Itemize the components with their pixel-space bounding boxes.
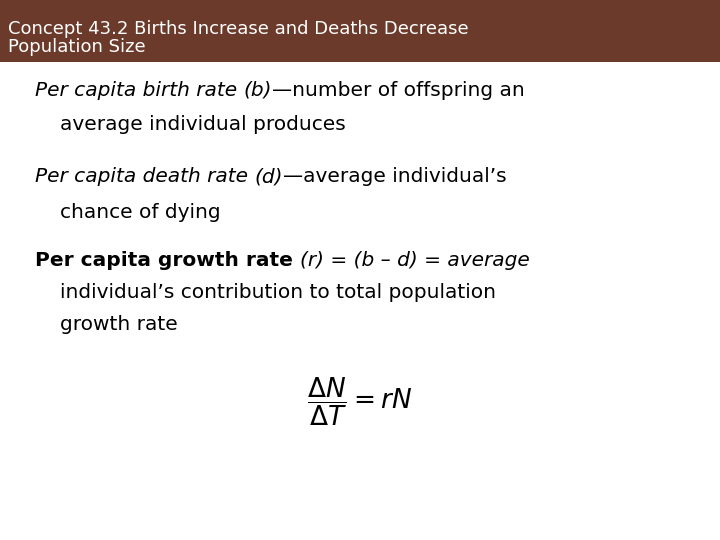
Text: —number of offspring an: —number of offspring an: [272, 80, 525, 99]
Text: chance of dying: chance of dying: [60, 202, 220, 221]
Text: individual’s contribution to total population: individual’s contribution to total popul…: [60, 282, 496, 301]
Text: Per capita growth rate: Per capita growth rate: [35, 251, 300, 269]
Text: average individual produces: average individual produces: [60, 116, 346, 134]
Text: $\dfrac{\Delta N}{\Delta T} = rN$: $\dfrac{\Delta N}{\Delta T} = rN$: [307, 376, 413, 428]
Text: Per capita birth rate: Per capita birth rate: [35, 80, 243, 99]
Text: (d): (d): [254, 167, 283, 186]
Text: (r) = (b – d) = average: (r) = (b – d) = average: [300, 251, 530, 269]
Text: growth rate: growth rate: [60, 314, 178, 334]
Text: (b): (b): [243, 80, 272, 99]
Text: —average individual’s: —average individual’s: [283, 167, 506, 186]
Text: Concept 43.2 Births Increase and Deaths Decrease: Concept 43.2 Births Increase and Deaths …: [8, 20, 469, 38]
Text: Population Size: Population Size: [8, 38, 145, 56]
Text: Per capita death rate: Per capita death rate: [35, 167, 254, 186]
Bar: [0, 0, 720, 62]
